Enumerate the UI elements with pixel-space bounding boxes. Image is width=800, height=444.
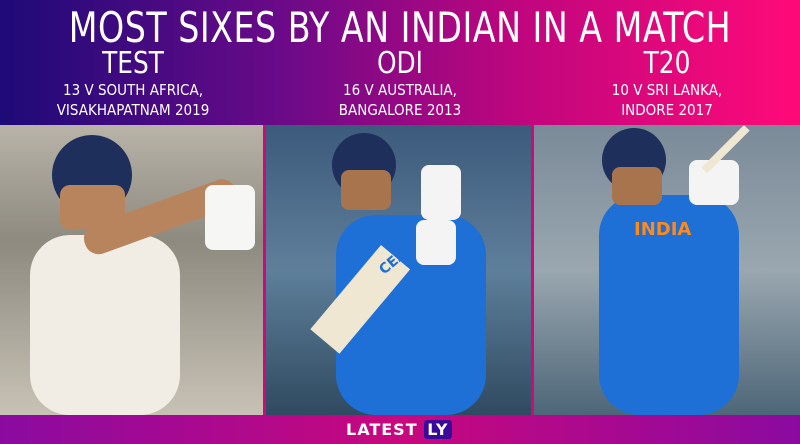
record-detail: 16 V AUSTRALIA, xyxy=(343,81,457,99)
header-banner: MOST SIXES BY AN INDIAN IN A MATCH TEST … xyxy=(0,0,800,125)
brand-logo: LATEST LY xyxy=(346,420,452,439)
photo-odi-batsman: CEAT xyxy=(266,125,531,415)
photo-test-batsman xyxy=(0,125,263,415)
brand-logo-accent: LY xyxy=(424,420,452,439)
column-t20: T20 10 V SRI LANKA, INDORE 2017 xyxy=(534,48,800,120)
batsman-white-kit-illustration xyxy=(30,135,255,415)
photo-strip: CEAT INDIA xyxy=(0,125,800,415)
format-label: T20 xyxy=(643,46,691,81)
page-title: MOST SIXES BY AN INDIAN IN A MATCH xyxy=(68,4,732,53)
format-label: TEST xyxy=(102,46,164,81)
brand-logo-main: LATEST xyxy=(346,420,418,439)
record-detail: 13 V SOUTH AFRICA, xyxy=(63,81,203,99)
batsman-blue-kit-illustration: CEAT xyxy=(310,133,486,415)
jersey-text: INDIA xyxy=(634,219,691,240)
column-test: TEST 13 V SOUTH AFRICA, VISAKHAPATNAM 20… xyxy=(0,48,266,120)
footer-bar: LATEST LY xyxy=(0,415,800,444)
column-odi: ODI 16 V AUSTRALIA, BANGALORE 2013 xyxy=(267,48,533,120)
record-venue: VISAKHAPATNAM 2019 xyxy=(56,101,210,119)
record-venue: BANGALORE 2013 xyxy=(338,101,462,119)
photo-t20-batsman: INDIA xyxy=(534,125,800,415)
batsman-blue-kit-illustration: INDIA xyxy=(599,125,750,415)
record-venue: INDORE 2017 xyxy=(621,101,713,119)
record-detail: 10 V SRI LANKA, xyxy=(611,81,723,99)
format-label: ODI xyxy=(377,46,423,81)
